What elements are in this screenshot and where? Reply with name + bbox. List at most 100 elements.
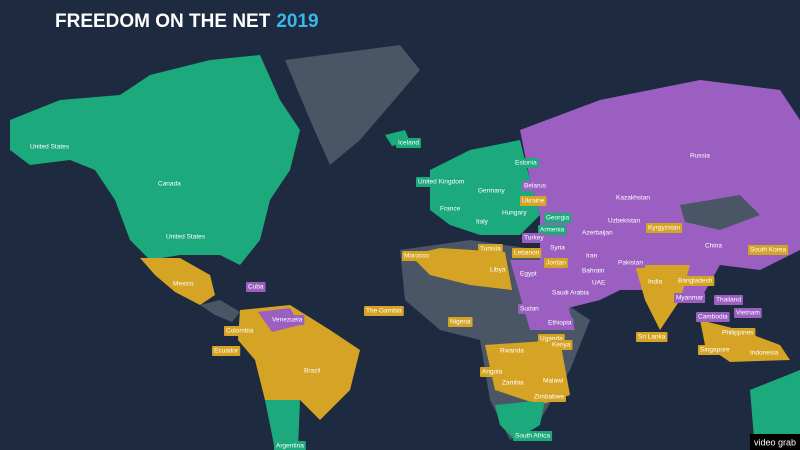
country-label: Saudi Arabia (550, 288, 591, 298)
country-label: Kazakhstan (614, 193, 652, 203)
label-text: Thailand (716, 297, 741, 304)
country-label: Armenia (538, 225, 567, 235)
label-text: Rwanda (500, 348, 524, 355)
label-text: United States (166, 234, 206, 241)
country-label: Iceland (396, 138, 421, 148)
label-text: France (440, 206, 461, 213)
label-box (270, 315, 305, 325)
credit-box (749, 434, 800, 450)
label-text: United States (30, 144, 70, 151)
country-label: Kyrgyzstan (646, 223, 683, 233)
label-text: Turkey (524, 235, 544, 242)
country-label: Syria (548, 243, 567, 253)
label-text: Jordan (546, 260, 566, 267)
label-text: Myanmar (676, 295, 704, 302)
country-label: Rwanda (498, 346, 526, 356)
label-box (688, 151, 712, 161)
australia (750, 370, 800, 450)
label-box (674, 293, 706, 303)
label-text: Uganda (540, 336, 563, 343)
label-box (396, 138, 421, 148)
label-box (416, 177, 467, 187)
north-africa (410, 248, 512, 290)
country-label: Belarus (522, 181, 549, 191)
label-text: Italy (476, 219, 489, 226)
label-box (646, 277, 665, 287)
label-text: Kazakhstan (616, 195, 650, 202)
country-label: Estonia (513, 158, 539, 168)
country-label: Malawi (541, 376, 566, 386)
label-box (518, 304, 541, 314)
country-label: Jordan (544, 258, 568, 268)
label-text: Belarus (524, 183, 547, 190)
label-box (616, 258, 645, 268)
country-label: Sudan (518, 304, 541, 314)
label-box (522, 181, 549, 191)
label-box (614, 193, 652, 203)
country-label: India (646, 277, 665, 287)
label-text: Brazil (304, 368, 321, 375)
country-label: Mexico (171, 279, 196, 289)
label-box (748, 245, 789, 255)
greenland (285, 45, 420, 165)
country-label: Cambodia (696, 312, 730, 322)
country-label: United Kingdom (416, 177, 467, 187)
label-box (212, 346, 241, 356)
label-text: Zambia (502, 380, 524, 387)
country-label: Ethiopia (546, 318, 574, 328)
label-box (580, 266, 607, 276)
label-text: Sudan (520, 306, 539, 313)
label-box (546, 318, 574, 328)
label-text: Germany (478, 188, 505, 195)
country-label: France (438, 204, 463, 214)
label-box (474, 217, 490, 227)
country-label: Germany (476, 186, 507, 196)
label-text: Cuba (248, 284, 264, 291)
label-text: Sri Lanka (638, 334, 666, 341)
label-box (512, 248, 542, 258)
label-text: Pakistan (618, 260, 643, 267)
country-label: Kenya (550, 340, 573, 350)
label-box (513, 431, 553, 441)
label-box (246, 282, 266, 292)
country-label: Azerbaijan (580, 228, 615, 238)
label-box (584, 251, 600, 261)
label-box (513, 158, 539, 168)
south-africa (495, 400, 545, 440)
label-text: China (705, 243, 722, 250)
label-box (541, 376, 566, 386)
label-text: Azerbaijan (582, 230, 613, 237)
label-text: Morocco (404, 253, 429, 260)
label-text: Ethiopia (548, 320, 572, 327)
country-label: Thailand (714, 295, 743, 305)
country-label: Ecuador (212, 346, 241, 356)
label-box (748, 348, 781, 358)
label-text: Malawi (543, 378, 563, 385)
label-text: Tunisia (480, 246, 501, 253)
label-box (580, 228, 615, 238)
north-america (10, 55, 300, 265)
label-text: Lebanon (514, 250, 540, 257)
label-text: Angola (482, 369, 503, 376)
country-label: Italy (474, 217, 490, 227)
label-box (544, 213, 572, 223)
label-box (532, 392, 566, 402)
label-text: Saudi Arabia (552, 290, 589, 297)
label-text: Libya (490, 267, 506, 274)
country-label: Canada (156, 179, 183, 189)
label-box (538, 225, 567, 235)
country-label: Vietnam (734, 308, 762, 318)
country-label: Singapore (698, 345, 732, 355)
label-text: Ukraine (522, 198, 545, 205)
country-label: Morocco (402, 251, 431, 261)
country-label: Philippines (720, 328, 756, 338)
label-text: Armenia (540, 227, 565, 234)
country-label: Turkey (522, 233, 546, 243)
argentina (265, 400, 300, 450)
country-label: Brazil (302, 366, 323, 376)
country-label: The Gambia (364, 306, 404, 316)
label-text: South Korea (750, 247, 787, 254)
label-text: South Africa (515, 433, 550, 440)
label-box (498, 346, 526, 356)
